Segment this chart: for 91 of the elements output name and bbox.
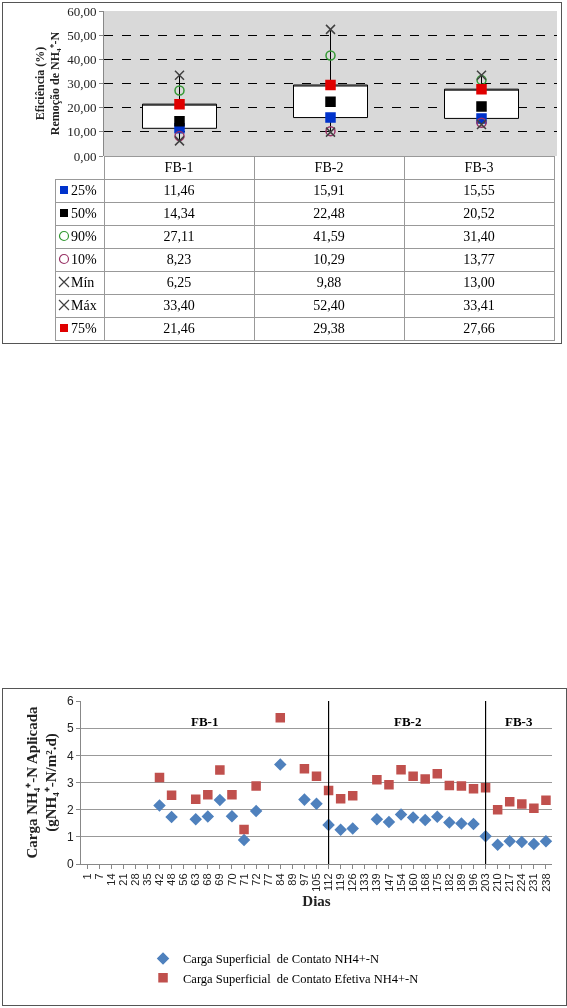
x-tick-label: 231 [527, 873, 540, 892]
x-tick-label: 56 [177, 873, 190, 886]
x-tick-label: 217 [503, 873, 516, 892]
legend-label: Máx [71, 298, 97, 313]
data-label: 27,66 [404, 317, 554, 341]
x-axis-title: Dias [302, 892, 331, 909]
x-tick-label: 14 [104, 873, 117, 886]
annotation: FB-2 [394, 714, 422, 729]
data-label: 14,34 [104, 202, 254, 226]
x-tick-label: 175 [430, 873, 443, 892]
x-tick-label: 48 [165, 873, 178, 886]
x-tick-label: 71 [237, 873, 250, 886]
data-label: 8,23 [104, 248, 254, 272]
x-tick-label: 112 [322, 873, 335, 891]
x-tick-label: 63 [189, 873, 202, 886]
y-tick-label: 6 [66, 694, 74, 709]
y-axis-title: Eficiência (%) Remoção de NH₄⁺-N [32, 31, 63, 136]
y-tick-label: 4 [66, 748, 74, 763]
x-tick-label: 68 [201, 873, 214, 886]
data-label: 10,29 [254, 248, 404, 272]
data-label: 22,48 [254, 202, 404, 226]
x-tick-label: 84 [273, 873, 286, 886]
y-tick-label: 50,00 [67, 27, 97, 43]
data-label: 15,55 [404, 179, 554, 203]
data-label: 27,11 [104, 225, 254, 249]
x-tick-label: 154 [394, 873, 407, 892]
x-tick-label: 70 [225, 873, 238, 886]
y-tick-label: 2 [66, 802, 74, 817]
legend-label: 25% [71, 183, 97, 198]
x-tick-label: 189 [455, 873, 467, 892]
annotation: FB-3 [505, 714, 533, 729]
x-tick-label: 203 [479, 873, 492, 892]
data-label: 11,46 [104, 179, 254, 203]
data-label: 13,77 [404, 248, 554, 272]
x-tick-label: 97 [298, 873, 310, 886]
x-tick-label: 105 [310, 873, 323, 892]
legend-label: Mín [71, 275, 95, 290]
x-tick-label: FB-3 [404, 156, 554, 180]
x-tick-label: 35 [140, 873, 153, 886]
legend-label: 90% [71, 229, 97, 244]
data-label: 41,59 [254, 225, 404, 249]
x-tick-label: 210 [491, 873, 504, 892]
x-tick-label: 160 [406, 873, 419, 892]
x-tick-label: 196 [467, 873, 480, 892]
x-tick-label: 119 [334, 873, 347, 891]
x-tick-label: 7 [92, 873, 105, 880]
x-tick-label: 77 [261, 873, 274, 886]
y-tick-label: 0 [66, 857, 74, 872]
x-tick-label: 133 [358, 873, 371, 892]
legend-label: Carga Superficial de Contato Efetiva NH4+-N [183, 971, 419, 986]
data-label: 33,40 [104, 294, 254, 318]
x-tick-label: 182 [442, 873, 455, 892]
y-tick-label: 30,00 [67, 76, 97, 92]
legend-label: Carga Superficial de Contato NH4+-N [183, 952, 380, 967]
x-tick-label: FB-2 [254, 156, 404, 180]
y-tick-label: 1 [66, 830, 74, 845]
y-tick-label: 20,00 [67, 100, 97, 116]
legend-label: 75% [71, 321, 97, 336]
y-axis-title: Carga NH₄⁺-N Aplicada (gNH₄⁺-N/m².d) [23, 706, 61, 859]
data-label: 13,00 [404, 271, 554, 295]
x-tick-label: 89 [285, 873, 298, 886]
y-tick-label: 5 [66, 721, 74, 736]
y-tick-label: 40,00 [67, 51, 97, 67]
data-label: 52,40 [254, 294, 404, 318]
x-tick-label: 126 [346, 873, 359, 892]
x-tick-label: 72 [249, 873, 262, 886]
data-label: 15,91 [254, 179, 404, 203]
x-tick-label: 238 [539, 873, 552, 892]
x-tick-label: 28 [128, 873, 141, 886]
x-tick-label: FB-1 [104, 156, 254, 180]
data-label: 21,46 [104, 317, 254, 341]
legend-label: 50% [71, 206, 97, 221]
y-tick-label: 10,00 [67, 124, 97, 140]
x-tick-label: 224 [515, 873, 528, 892]
data-label: 33,41 [404, 294, 554, 318]
x-tick-label: 42 [153, 873, 166, 886]
x-tick-label: 147 [382, 873, 395, 892]
data-label: 20,52 [404, 202, 554, 226]
y-tick-label: 0,00 [73, 148, 97, 164]
y-tick-label: 60,00 [67, 3, 97, 19]
data-label: 29,38 [254, 317, 404, 341]
x-tick-label: 168 [418, 873, 431, 892]
data-label: 6,25 [104, 271, 254, 295]
data-label: 31,40 [404, 225, 554, 249]
annotation: FB-1 [191, 714, 219, 729]
y-tick-label: 3 [66, 775, 74, 790]
x-tick-label: 69 [213, 873, 226, 886]
legend-label: 10% [71, 252, 97, 267]
x-tick-label: 139 [370, 873, 383, 892]
x-tick-label: 21 [116, 873, 129, 886]
data-label: 9,88 [254, 271, 404, 295]
